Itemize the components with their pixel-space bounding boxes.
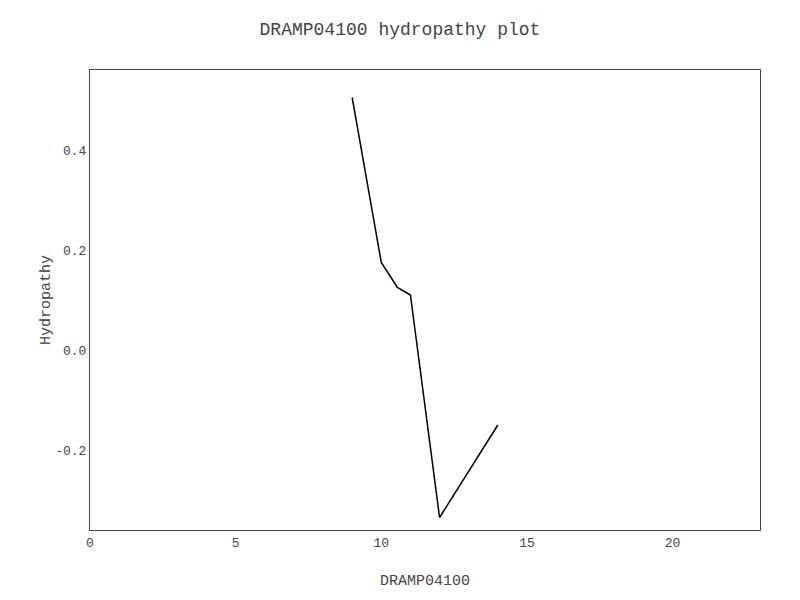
svg-text:5: 5 (232, 536, 240, 551)
svg-text:-0.2: -0.2 (55, 444, 86, 459)
svg-text:DRAMP04100 hydropathy plot: DRAMP04100 hydropathy plot (260, 20, 541, 40)
svg-text:10: 10 (373, 536, 389, 551)
svg-text:DRAMP04100: DRAMP04100 (380, 573, 470, 590)
svg-text:0.2: 0.2 (63, 244, 86, 259)
svg-text:15: 15 (519, 536, 535, 551)
svg-text:0.4: 0.4 (63, 144, 87, 159)
svg-text:0.0: 0.0 (63, 344, 86, 359)
svg-text:20: 20 (665, 536, 681, 551)
svg-text:Hydropathy: Hydropathy (38, 255, 55, 345)
svg-text:0: 0 (86, 536, 94, 551)
